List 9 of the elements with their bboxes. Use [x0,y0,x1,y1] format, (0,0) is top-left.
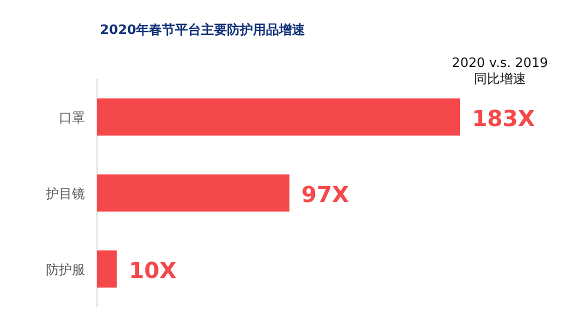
y-tick-label: 护目镜 [45,187,85,202]
data-label: 10X [128,259,176,284]
data-label: 97X [301,183,350,208]
data-label: 183X [472,107,535,132]
y-tick-label: 口罩 [59,111,85,126]
y-tick-label: 防护服 [46,263,85,278]
text: 2020 v.s. 2019 [452,56,548,71]
text: 同比增速 [474,72,526,87]
chart-title: 2020年春节平台主要防护用品增速 [100,22,306,38]
